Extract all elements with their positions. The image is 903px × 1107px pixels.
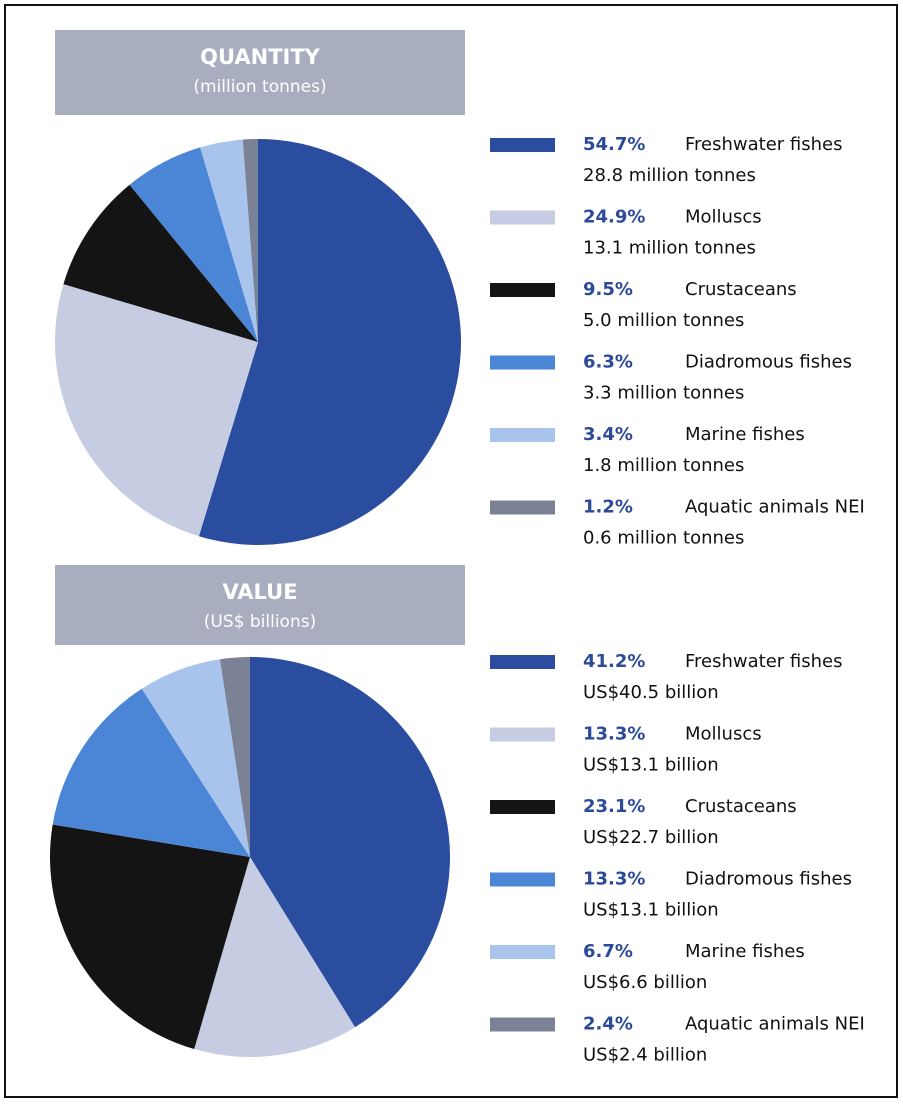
legend-swatch	[490, 138, 555, 152]
chart-title: QUANTITY	[200, 45, 321, 69]
chart-title: VALUE	[222, 580, 297, 604]
legend-label: Crustaceans	[685, 796, 797, 817]
legend-detail: 3.3 million tonnes	[583, 383, 744, 404]
chart-subtitle: (US$ billions)	[204, 612, 316, 632]
legend-label: Marine fishes	[685, 424, 805, 445]
legend-detail: 13.1 million tonnes	[583, 238, 756, 259]
legend-detail: 28.8 million tonnes	[583, 165, 756, 186]
legend-label: Aquatic animals NEI	[685, 497, 865, 518]
pie-slice	[141, 659, 250, 857]
legend-detail: US$40.5 billion	[583, 682, 719, 703]
legend-detail: US$2.4 billion	[583, 1045, 707, 1066]
pie-slice	[129, 147, 258, 342]
pie-slice	[200, 139, 258, 342]
pie-slice	[52, 688, 250, 857]
legend-swatch	[490, 500, 555, 515]
legend-detail: 5.0 million tonnes	[583, 310, 744, 331]
pie-slice	[198, 139, 462, 545]
value-label: 13.3%	[583, 724, 645, 745]
legend-label: Crustaceans	[685, 279, 797, 300]
legend-label: Molluscs	[685, 207, 762, 228]
legend-label: Freshwater fishes	[685, 651, 843, 672]
pie-slice	[194, 857, 356, 1057]
header-box	[55, 565, 465, 645]
legend-detail: US$13.1 billion	[583, 755, 719, 776]
value-label: 3.4%	[583, 424, 633, 445]
legend-label: Aquatic animals NEI	[685, 1014, 865, 1035]
legend-swatch	[490, 872, 555, 887]
legend-detail: 0.6 million tonnes	[583, 528, 744, 549]
pie-slice	[219, 657, 250, 857]
legend-label: Marine fishes	[685, 941, 805, 962]
pie-slice	[55, 284, 258, 537]
legend-swatch	[490, 655, 555, 669]
legend-label: Molluscs	[685, 724, 762, 745]
value-label: 1.2%	[583, 497, 633, 518]
legend-detail: US$13.1 billion	[583, 900, 719, 921]
chart-subtitle: (million tonnes)	[193, 77, 326, 97]
legend-swatch	[490, 800, 555, 814]
legend-swatch	[490, 210, 555, 225]
header-box	[55, 30, 465, 115]
value-label: 24.9%	[583, 207, 645, 228]
value-label: 6.7%	[583, 941, 633, 962]
legend-swatch	[490, 945, 555, 959]
legend-label: Diadromous fishes	[685, 352, 852, 373]
legend-detail: 1.8 million tonnes	[583, 455, 744, 476]
legend-swatch	[490, 1017, 555, 1032]
value-label: 41.2%	[583, 651, 645, 672]
legend-swatch	[490, 283, 555, 297]
legend-swatch	[490, 355, 555, 370]
legend-swatch	[490, 727, 555, 742]
value-label: 6.3%	[583, 352, 633, 373]
value-label: 13.3%	[583, 869, 645, 890]
legend-detail: US$22.7 billion	[583, 827, 719, 848]
legend-label: Diadromous fishes	[685, 869, 852, 890]
legend-detail: US$6.6 billion	[583, 972, 707, 993]
legend-swatch	[490, 428, 555, 442]
value-label: 9.5%	[583, 279, 633, 300]
pie-slice	[50, 824, 250, 1050]
legend-label: Freshwater fishes	[685, 134, 843, 155]
value-label: 54.7%	[583, 134, 645, 155]
value-label: 2.4%	[583, 1014, 633, 1035]
value-label: 23.1%	[583, 796, 645, 817]
pie-slice	[242, 139, 258, 342]
pie-slice	[250, 657, 450, 1028]
pie-slice	[63, 184, 259, 342]
